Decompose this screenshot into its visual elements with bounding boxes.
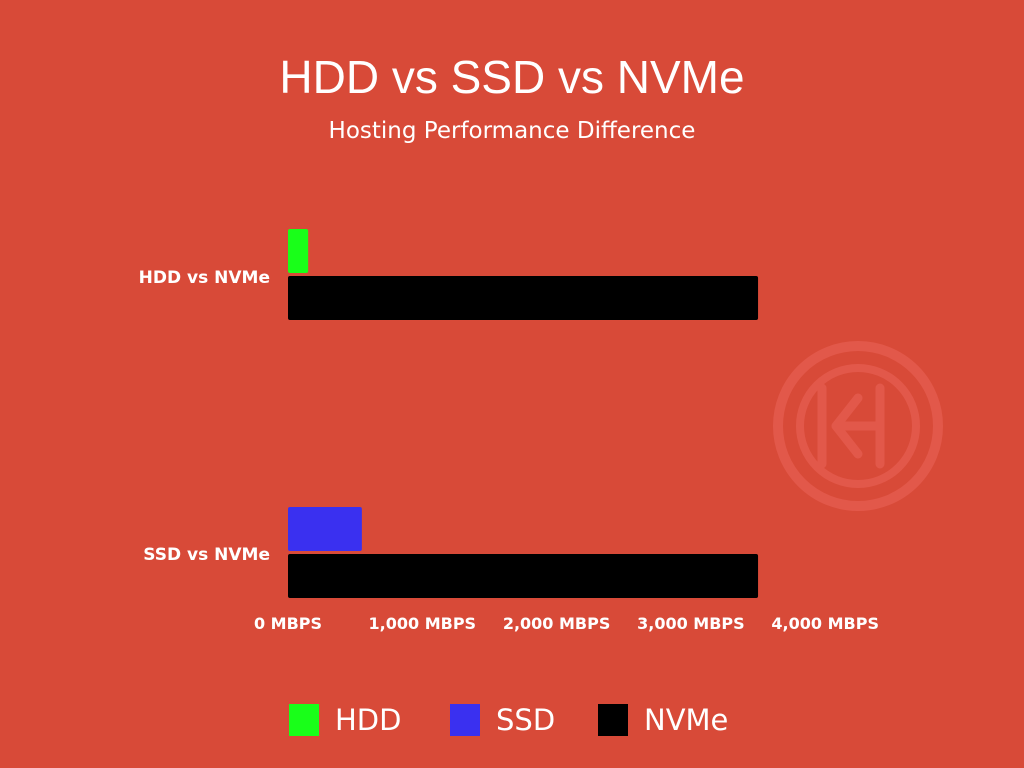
x-tick-label: 2,000 MBPS	[503, 614, 611, 633]
x-tick-label: 4,000 MBPS	[771, 614, 879, 633]
bar-nvme	[288, 554, 759, 598]
x-tick-label: 3,000 MBPS	[637, 614, 745, 633]
category-label: HDD vs NVMe	[139, 268, 270, 288]
legend-swatch-ssd	[450, 704, 480, 736]
legend-label-hdd: HDD	[335, 703, 401, 737]
legend: HDD SSD NVMe	[289, 703, 728, 737]
legend-label-nvme: NVMe	[644, 703, 728, 737]
x-tick-label: 1,000 MBPS	[369, 614, 477, 633]
bar-hdd	[288, 229, 309, 273]
category-labels: HDD vs NVMe SSD vs NVMe	[139, 268, 270, 565]
bar-nvme	[288, 276, 759, 320]
chart-title: HDD vs SSD vs NVMe	[279, 51, 744, 103]
x-tick-label: 0 MBPS	[254, 614, 322, 633]
bar-ssd	[288, 507, 362, 551]
legend-swatch-nvme	[598, 704, 628, 736]
bars-group	[288, 229, 759, 598]
watermark-logo-icon	[773, 341, 943, 511]
legend-label-ssd: SSD	[496, 703, 555, 737]
category-label: SSD vs NVMe	[143, 545, 270, 565]
legend-swatch-hdd	[289, 704, 319, 736]
chart-subtitle: Hosting Performance Difference	[329, 118, 696, 144]
x-axis-ticks: 0 MBPS 1,000 MBPS 2,000 MBPS 3,000 MBPS 4,00…	[254, 614, 879, 633]
